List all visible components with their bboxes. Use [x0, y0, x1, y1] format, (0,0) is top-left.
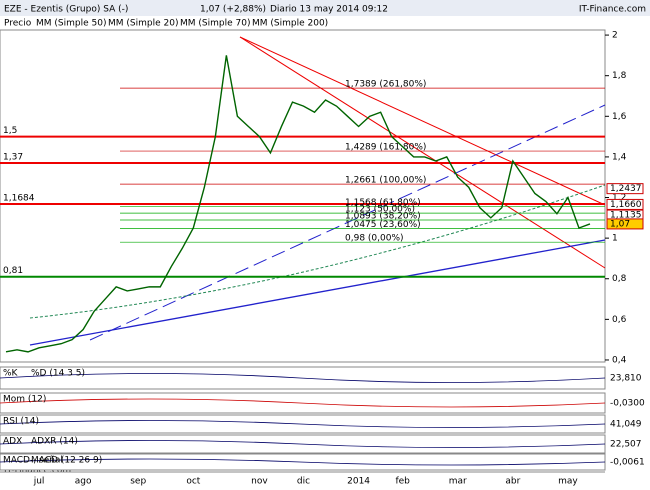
x-tick-label: mar — [449, 477, 467, 487]
trendline — [29, 239, 606, 346]
price-tag — [606, 218, 644, 230]
y-tick-label: 1 — [612, 234, 618, 244]
legend-entry: MM (Simple 50) — [36, 19, 106, 29]
indicator-name: %D (14 3 5) — [31, 369, 85, 379]
x-tick-label: feb — [395, 477, 410, 487]
indicator-name: ADXR (14) — [31, 437, 78, 447]
level-label: 1,37 — [3, 153, 23, 163]
trendline — [239, 36, 606, 206]
indicator-name: RSI (14) — [3, 417, 39, 427]
y-tick-label: 1,8 — [612, 71, 627, 81]
y-tick-label: 0,8 — [612, 274, 627, 284]
fib-label: 1,0893 (38,20%) — [345, 212, 421, 222]
indicator-value: -0,0300 — [610, 399, 645, 409]
legend-entry: Precio — [4, 19, 32, 29]
x-tick-label: oct — [186, 477, 200, 487]
indicator-name: ADX — [3, 437, 22, 447]
y-tick-label: 0,6 — [612, 315, 627, 325]
level-label: 1,5 — [3, 126, 17, 136]
price-tag-label: 1,1660 — [610, 200, 642, 210]
chart-title: EZE - Ezentis (Grupo) SA (-) — [4, 5, 128, 15]
price-line — [5, 55, 591, 353]
price-tag — [606, 198, 644, 210]
plot-frame — [0, 29, 606, 363]
x-tick-label: sep — [130, 477, 146, 487]
header-bar — [0, 0, 650, 16]
indicator-curve — [0, 440, 606, 448]
indicator-value: -0,0061 — [610, 458, 645, 468]
y-tick-label: 2 — [612, 31, 618, 41]
x-tick-label: nov — [251, 477, 268, 487]
y-tick-label: 1,4 — [612, 152, 627, 162]
y-tick-label: 1,2 — [612, 193, 626, 203]
x-tick-label: ago — [75, 477, 92, 487]
fib-label: 1,4289 (161,80%) — [345, 143, 426, 153]
indicator-value: 22,507 — [610, 440, 642, 450]
indicator-name: MACD-, señal — [3, 456, 63, 466]
fib-label: 1,7389 (261,80%) — [345, 80, 426, 90]
trendline — [89, 104, 606, 341]
level-label: 0,81 — [3, 266, 23, 276]
fib-label: 1,2661 (100,00%) — [345, 176, 426, 186]
subtitle: Diario 13 may 2014 09:12 — [270, 5, 388, 15]
fib-label: 1,0475 (23,60%) — [345, 220, 421, 230]
fib-label: 1,123 (50,00%) — [345, 205, 415, 215]
trendline — [239, 36, 606, 269]
source: IT-Finance.com — [579, 5, 646, 15]
y-tick-label: 1,6 — [612, 112, 627, 122]
indicator-value: 41,049 — [610, 420, 642, 430]
price-tag-label: 1,1135 — [610, 211, 642, 221]
legend-entry: MM (Simple 200) — [252, 19, 328, 29]
x-tick-label: 2014 — [347, 477, 370, 487]
indicator-name: %K — [3, 369, 19, 379]
y-tick-label: 0,4 — [612, 355, 627, 365]
indicator-value: 23,810 — [610, 374, 642, 384]
price-tag — [606, 183, 644, 195]
x-tick-label: jul — [33, 477, 45, 487]
legend-entry: MM (Simple 20) — [108, 19, 178, 29]
indicator-name: MACD (12 26 9) — [31, 456, 102, 466]
x-tick-label: dic — [297, 477, 310, 487]
fib-label: 0,98 (0,00%) — [345, 234, 404, 244]
price-tag-label: 1,07 — [610, 219, 630, 229]
legend-entry: MM (Simple 70) — [180, 19, 250, 29]
indicator-curve — [0, 398, 606, 408]
indicator-name: Mom (12) — [3, 395, 46, 405]
price-tag-label: 1,2437 — [610, 184, 642, 194]
level-label: 1,1684 — [3, 193, 35, 203]
indicator-curve — [0, 420, 606, 428]
indicator-curve — [0, 373, 606, 383]
indicator-curve — [0, 458, 606, 466]
last-price: 1,07 (+2,88%) — [200, 5, 266, 15]
x-tick-label: may — [558, 477, 578, 487]
fib-label: 1,1568 (61,80%) — [345, 198, 421, 208]
x-tick-label: abr — [505, 477, 520, 487]
